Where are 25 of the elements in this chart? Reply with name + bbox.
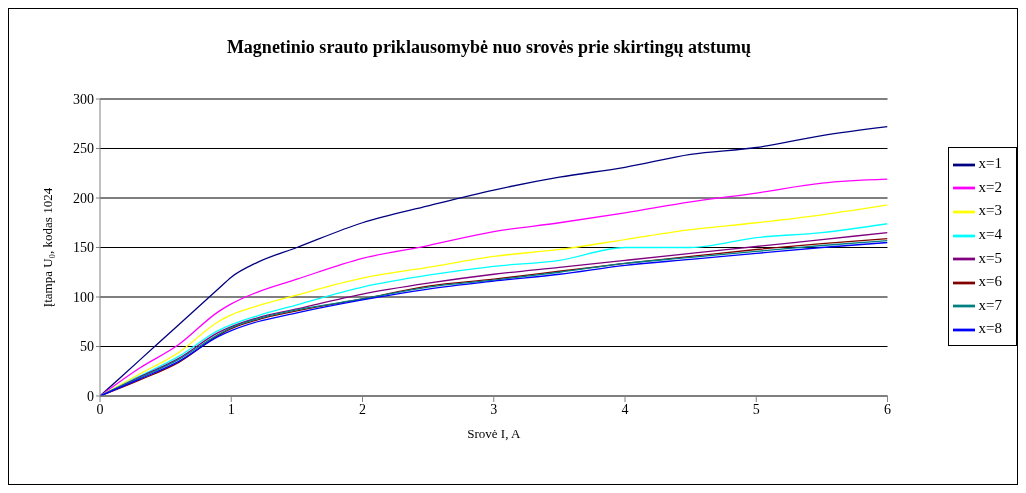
x-tick-label: 4 (621, 401, 629, 417)
x-tick-label: 5 (752, 401, 760, 417)
y-axis-title: Įtampa U₀, kodas 1024 (39, 187, 55, 308)
y-tick-label: 300 (73, 91, 94, 107)
y-tick-label: 150 (73, 240, 94, 256)
legend-label: x=3 (978, 202, 1002, 219)
x-tick-label: 0 (96, 401, 104, 417)
legend-label: x=5 (978, 249, 1002, 266)
x-axis-title: Srovė I, A (467, 426, 521, 441)
x-tick-label: 3 (490, 401, 498, 417)
legend-label: x=7 (978, 296, 1002, 313)
chart-title: Magnetinio srauto priklausomybė nuo srovės prie skirtingų atstumų (225, 37, 753, 58)
x-tick-label: 1 (227, 401, 235, 417)
y-tick-label: 100 (73, 289, 94, 305)
y-tick-label: 50 (80, 339, 94, 355)
y-tick-label: 0 (87, 388, 94, 404)
y-tick-label: 250 (73, 141, 94, 157)
x-tick-label: 6 (884, 401, 892, 417)
legend-label: x=8 (978, 320, 1002, 337)
legend-label: x=4 (978, 225, 1002, 242)
x-tick-label: 2 (359, 401, 367, 417)
legend-label: x=1 (978, 155, 1002, 172)
legend-label: x=2 (978, 178, 1002, 195)
y-tick-label: 200 (73, 190, 94, 206)
legend-label: x=6 (978, 273, 1002, 290)
